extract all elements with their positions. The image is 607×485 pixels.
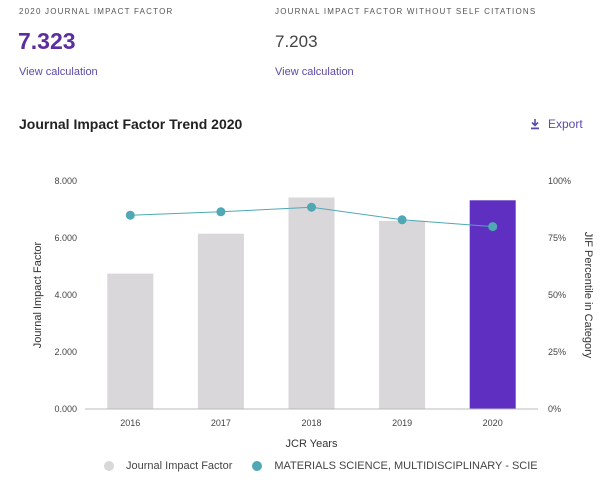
- legend-item-category[interactable]: MATERIALS SCIENCE, MULTIDISCIPLINARY - S…: [252, 460, 538, 472]
- export-label: Export: [548, 117, 583, 131]
- y2-axis-title: JIF Percentile in Category: [582, 232, 594, 359]
- x-tick-label: 2019: [392, 418, 412, 428]
- percentile-point-2016[interactable]: [125, 210, 135, 220]
- y-tick-label: 2.000: [54, 347, 77, 357]
- x-tick-label: 2017: [211, 418, 231, 428]
- y2-tick-label: 0%: [548, 404, 561, 414]
- legend-label-jif: Journal Impact Factor: [126, 460, 233, 472]
- y-axis-title: Journal Impact Factor: [32, 241, 44, 348]
- percentile-point-2020[interactable]: [488, 222, 498, 232]
- y2-tick-label: 100%: [548, 176, 571, 186]
- jif-no-self-value: 7.203: [275, 32, 318, 51]
- bar-2020[interactable]: [469, 200, 516, 409]
- bar-2019[interactable]: [379, 220, 426, 409]
- jif-view-calculation-link[interactable]: View calculation: [19, 66, 98, 78]
- y-tick-label: 0.000: [54, 404, 77, 414]
- y2-tick-label: 75%: [548, 233, 566, 243]
- percentile-point-2019[interactable]: [397, 215, 407, 225]
- y-tick-label: 8.000: [54, 176, 77, 186]
- bar-2016[interactable]: [107, 273, 154, 409]
- jif-trend-chart: 0.000 2.000 4.000 6.000 8.000 0% 25% 50% 75% 100…: [32, 176, 594, 450]
- x-axis-title: JCR Years: [286, 438, 338, 450]
- legend-item-jif[interactable]: Journal Impact Factor: [104, 460, 232, 472]
- y-tick-label: 6.000: [54, 233, 77, 243]
- download-icon: [531, 118, 539, 129]
- percentile-point-2017[interactable]: [216, 207, 226, 217]
- y2-tick-label: 25%: [548, 347, 566, 357]
- export-button[interactable]: Export: [530, 117, 583, 131]
- chart-section-title: Journal Impact Factor Trend 2020: [19, 116, 243, 132]
- y-tick-label: 4.000: [54, 290, 77, 300]
- jif-no-self-view-calculation-link[interactable]: View calculation: [275, 66, 354, 78]
- x-tick-label: 2020: [483, 418, 503, 428]
- legend-swatch-category: [252, 461, 263, 471]
- jif-label: 2020 JOURNAL IMPACT FACTOR: [19, 7, 174, 16]
- jif-value: 7.323: [18, 28, 76, 54]
- x-tick-label: 2016: [120, 418, 140, 428]
- bar-2017[interactable]: [197, 233, 244, 409]
- legend-swatch-jif: [104, 461, 114, 471]
- chart-legend: Journal Impact Factor MATERIALS SCIENCE,…: [104, 460, 558, 472]
- jif-no-self-label: JOURNAL IMPACT FACTOR WITHOUT SELF CITAT…: [275, 7, 537, 16]
- legend-label-category: MATERIALS SCIENCE, MULTIDISCIPLINARY - S…: [274, 460, 538, 472]
- percentile-point-2018[interactable]: [307, 202, 316, 212]
- x-tick-label: 2018: [301, 418, 321, 428]
- bar-2018[interactable]: [288, 197, 335, 409]
- y2-tick-label: 50%: [548, 290, 566, 300]
